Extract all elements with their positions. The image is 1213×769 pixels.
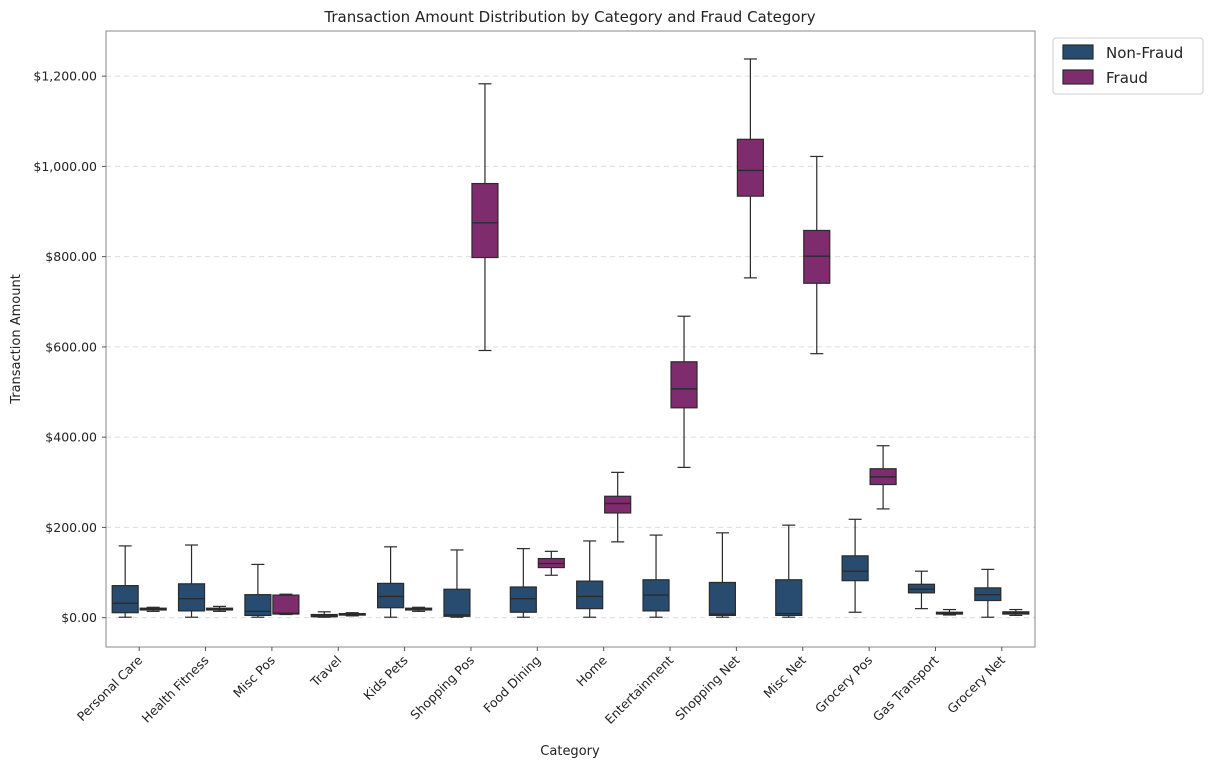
box-fraud-9 [736, 58, 764, 279]
iqr-box [377, 582, 405, 609]
x-axis-title: Category [540, 744, 600, 759]
box-fraud-3 [338, 612, 366, 617]
y-tick-label: $400.00 [45, 430, 97, 445]
box-non-fraud-12 [907, 570, 936, 610]
legend-label-non-fraud: Non-Fraud [1106, 44, 1183, 62]
iqr-box [775, 579, 803, 617]
y-tick-label: $1,000.00 [33, 159, 97, 174]
box-fraud-8 [670, 315, 698, 468]
legend: Non-Fraud Fraud [1052, 37, 1204, 95]
iqr-box [841, 555, 869, 582]
x-tick-label: Shopping Net [672, 652, 743, 723]
box-non-fraud-2 [244, 563, 272, 618]
box-fraud-2 [272, 593, 300, 616]
iqr-box [509, 586, 537, 613]
box-non-fraud-10 [775, 524, 803, 618]
box-fraud-5 [471, 83, 499, 352]
x-tick-label: Entertainment [602, 652, 676, 726]
x-tick-label: Home [573, 652, 610, 689]
box-fraud-6 [537, 550, 565, 576]
iqr-box [443, 588, 471, 617]
box-fraud-4 [405, 606, 433, 612]
iqr-box [272, 594, 300, 615]
legend-swatch-non-fraud [1062, 44, 1094, 60]
box-fraud-12 [935, 608, 964, 616]
y-tick-label: $600.00 [45, 339, 97, 354]
plot-area [111, 58, 1030, 618]
box-non-fraud-4 [377, 546, 405, 618]
chart-title: Transaction Amount Distribution by Categ… [323, 8, 815, 26]
box-fraud-10 [803, 155, 831, 355]
y-tick-label: $1,200.00 [33, 69, 97, 84]
box-fraud-11 [869, 445, 897, 510]
plot-frame [105, 30, 1036, 648]
iqr-box [471, 182, 499, 259]
box-fraud-1 [205, 605, 234, 612]
x-tick-label: Grocery Net [944, 652, 1008, 716]
iqr-box [244, 594, 272, 617]
x-tick-label: Food Dining [480, 653, 543, 716]
box-non-fraud-7 [576, 540, 604, 618]
box-non-fraud-1 [177, 544, 206, 618]
box-fraud-13 [1002, 608, 1030, 617]
y-axis-ticks: $0.00 $200.00 $400.00 $600.00 $800.00 $1,000.… [33, 69, 106, 625]
x-tick-label: Kids Pets [360, 653, 410, 703]
grid-lines [106, 75, 1035, 619]
iqr-box [736, 138, 764, 197]
box-non-fraud-3 [310, 611, 338, 618]
box-non-fraud-6 [509, 548, 537, 618]
iqr-box [111, 585, 139, 614]
y-tick-label: $800.00 [45, 249, 97, 264]
x-tick-label: Shopping Pos [407, 653, 477, 723]
y-tick-label: $0.00 [61, 610, 97, 625]
x-tick-label: Misc Net [760, 652, 809, 701]
x-tick-label: Misc Pos [230, 653, 278, 701]
box-non-fraud-13 [974, 568, 1002, 618]
x-tick-label: Personal Care [74, 652, 146, 724]
legend-label-fraud: Fraud [1106, 69, 1148, 87]
box-non-fraud-0 [111, 545, 139, 618]
iqr-box [604, 495, 632, 514]
box-non-fraud-11 [841, 518, 869, 613]
x-tick-label: Grocery Pos [812, 653, 875, 716]
box-non-fraud-9 [708, 532, 736, 618]
iqr-box [708, 581, 736, 617]
x-tick-label: Travel [307, 653, 345, 691]
legend-swatch-fraud [1062, 69, 1094, 85]
y-axis-title: Transaction Amount [9, 274, 24, 405]
x-tick-label: Gas Transport [870, 652, 942, 724]
y-tick-label: $200.00 [45, 520, 97, 535]
box-non-fraud-5 [443, 549, 471, 618]
iqr-box [670, 361, 698, 409]
box-non-fraud-8 [642, 534, 670, 618]
iqr-box [177, 583, 206, 612]
box-fraud-7 [604, 471, 632, 543]
x-tick-label: Health Fitness [139, 653, 212, 726]
iqr-box [576, 580, 604, 610]
box-fraud-0 [139, 606, 167, 612]
